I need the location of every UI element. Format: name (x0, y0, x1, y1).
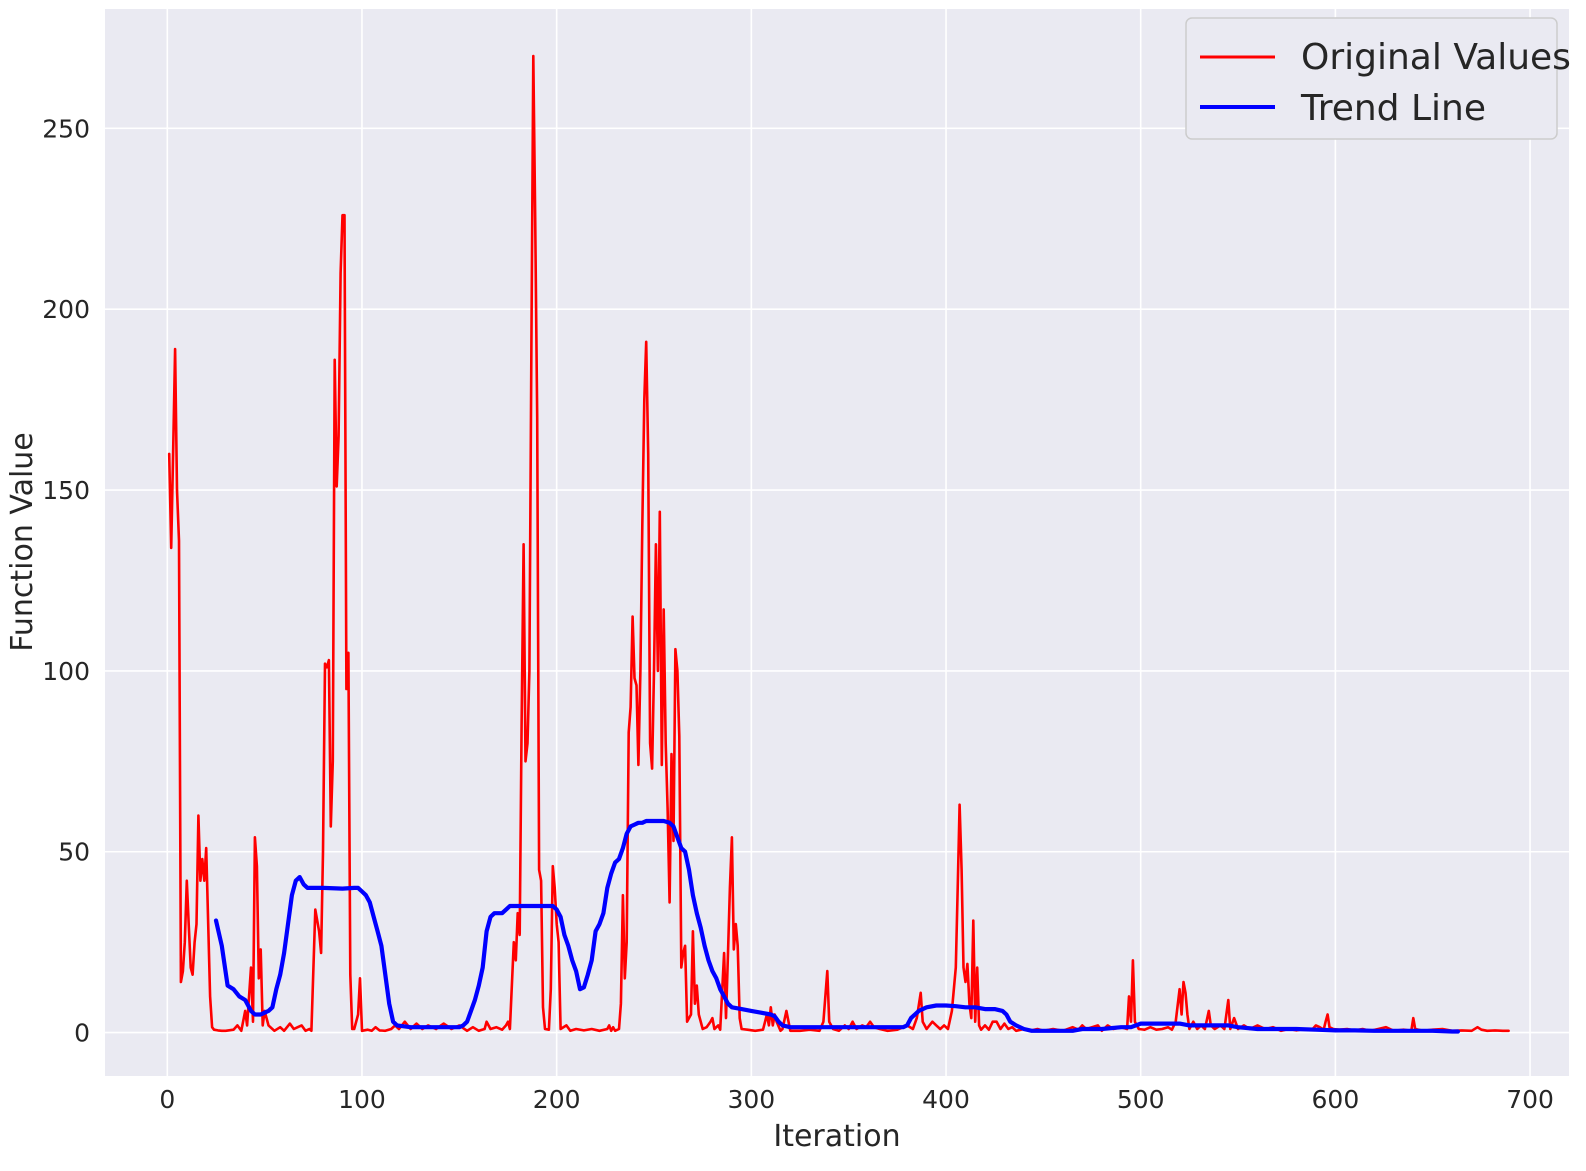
plot-background (105, 9, 1569, 1076)
x-tick-label: 700 (1506, 1085, 1554, 1114)
series-lines (167, 54, 1510, 1034)
x-tick-label: 600 (1312, 1085, 1360, 1114)
x-tick-label: 300 (727, 1085, 775, 1114)
x-axis-label: Iteration (773, 1119, 900, 1154)
series-line-trend-line (213, 818, 1461, 1034)
y-tick-label: 0 (74, 1019, 90, 1048)
y-tick-label: 250 (42, 114, 90, 143)
x-tick-label: 500 (1117, 1085, 1165, 1114)
legend: Original Values Trend Line (1185, 17, 1571, 140)
y-tick-label: 200 (42, 295, 90, 324)
series-line-original-values (167, 54, 1510, 1033)
legend-box (1185, 17, 1558, 140)
legend-label-original: Original Values (1301, 37, 1571, 78)
y-axis-label: Function Value (5, 432, 40, 652)
y-tick-label: 50 (58, 838, 90, 867)
x-tick-label: 200 (533, 1085, 581, 1114)
x-tick-label: 100 (338, 1085, 386, 1114)
legend-label-trend: Trend Line (1300, 88, 1486, 129)
x-tick-label: 400 (922, 1085, 970, 1114)
y-tick-label: 100 (42, 657, 90, 686)
y-tick-label: 150 (42, 476, 90, 505)
x-tick-label: 0 (159, 1085, 175, 1114)
axis-ticks: 0 100 200 300 400 500 600 700 0 50 100 150 200 250 (42, 114, 1554, 1114)
